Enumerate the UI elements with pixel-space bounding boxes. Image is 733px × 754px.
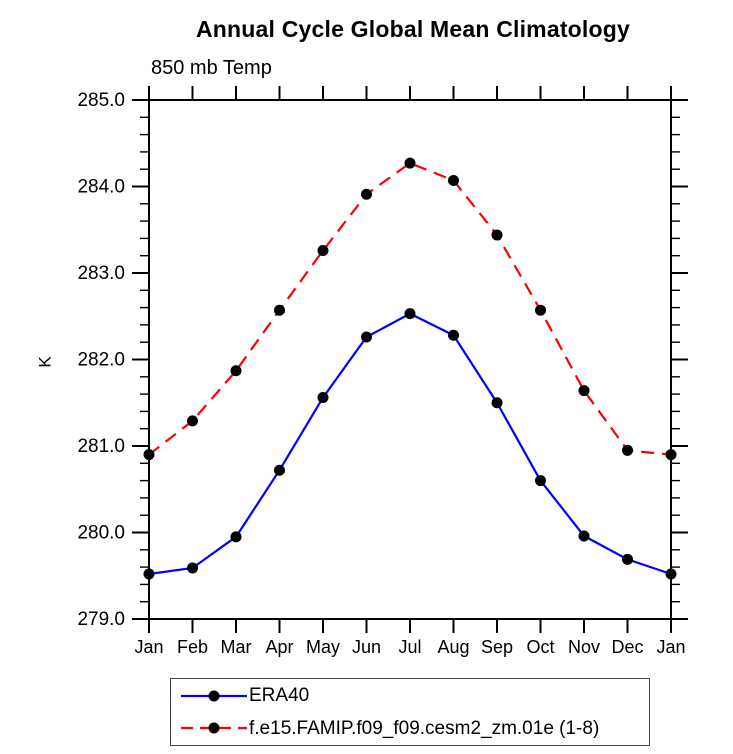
svg-text:Apr: Apr	[265, 637, 293, 657]
model-dashed-line-sample-icon	[181, 722, 247, 734]
svg-text:283.0: 283.0	[77, 263, 125, 284]
legend-item-era40: ERA40	[171, 680, 649, 712]
legend-box: ERA40 f.e15.FAMIP.f09_f09.cesm2_zm.01e (…	[170, 678, 650, 746]
svg-text:279.0: 279.0	[77, 609, 125, 630]
svg-text:285.0: 285.0	[77, 90, 125, 111]
legend-item-model: f.e15.FAMIP.f09_f09.cesm2_zm.01e (1-8)	[171, 712, 649, 744]
svg-text:Nov: Nov	[568, 637, 600, 657]
svg-text:Oct: Oct	[526, 637, 554, 657]
svg-text:Jun: Jun	[352, 637, 381, 657]
svg-text:280.0: 280.0	[77, 523, 125, 544]
svg-text:282.0: 282.0	[77, 350, 125, 371]
svg-text:May: May	[306, 637, 340, 657]
svg-text:Jan: Jan	[134, 637, 163, 657]
svg-text:Jan: Jan	[656, 637, 685, 657]
chart-subtitle: 850 mb Temp	[151, 57, 272, 79]
svg-text:Aug: Aug	[437, 637, 469, 657]
chart-title: Annual Cycle Global Mean Climatology	[195, 16, 631, 42]
svg-text:284.0: 284.0	[77, 177, 125, 198]
era40-line-sample-icon	[181, 690, 247, 702]
svg-text:Jul: Jul	[398, 637, 421, 657]
legend-label-era40: ERA40	[249, 685, 310, 707]
svg-text:Sep: Sep	[481, 637, 513, 657]
svg-text:Dec: Dec	[611, 637, 643, 657]
legend-label-model: f.e15.FAMIP.f09_f09.cesm2_zm.01e (1-8)	[249, 717, 600, 739]
svg-text:Mar: Mar	[221, 637, 252, 657]
svg-text:281.0: 281.0	[77, 436, 125, 457]
svg-text:Feb: Feb	[177, 637, 208, 657]
